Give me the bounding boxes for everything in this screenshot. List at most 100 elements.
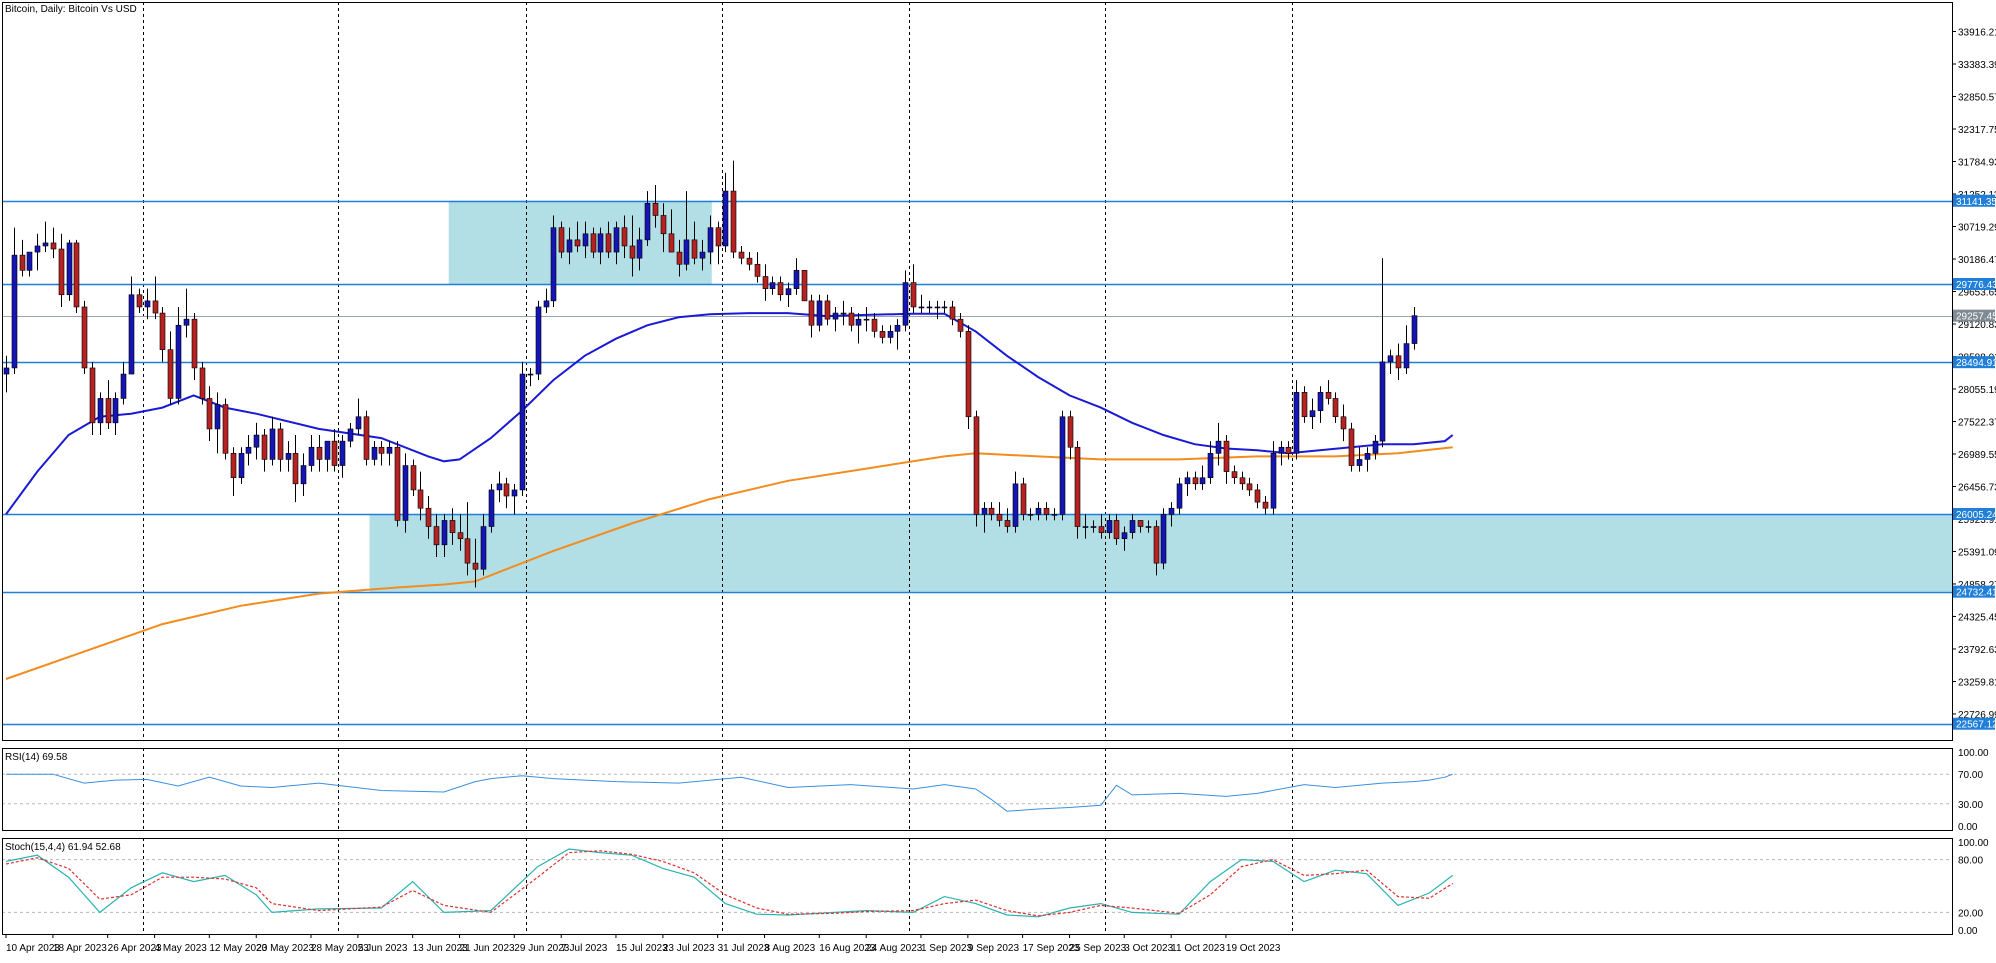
candle-body (230, 453, 237, 479)
panel-border (2, 838, 1953, 935)
candle-body (66, 242, 73, 296)
candle-body (1215, 440, 1222, 454)
x-tick-label: 20 May 2023 (256, 943, 314, 954)
candle-body (1246, 483, 1253, 491)
candle-body (457, 532, 464, 540)
level-price-tag (1953, 717, 1995, 730)
candle-body (1395, 355, 1402, 369)
candle-body (660, 215, 667, 235)
candle-body (1012, 483, 1019, 527)
candle-body (636, 239, 643, 259)
candle-body (558, 227, 565, 253)
candle-body (840, 312, 847, 315)
candle-body (292, 453, 299, 485)
candle-body (378, 446, 385, 454)
candle-body (1231, 471, 1238, 479)
candle-body (324, 440, 331, 460)
candles (3, 160, 1418, 588)
candle-body (824, 300, 831, 320)
candle-body (1059, 416, 1066, 515)
candle-body (894, 324, 901, 332)
candle-body (73, 242, 80, 308)
candle-body (34, 245, 41, 253)
candle-body (371, 446, 378, 460)
x-tick-label: 11 Oct 2023 (1171, 943, 1225, 954)
candle-body (433, 526, 440, 546)
y-tick-label: 22726.99 (1958, 710, 1996, 721)
candle-body (214, 404, 221, 430)
candle-body (503, 483, 510, 497)
candle-body (1309, 410, 1316, 418)
candle-body (949, 306, 956, 320)
candle-body (1090, 526, 1097, 528)
y-tick-label: 23792.63 (1958, 645, 1996, 656)
candle-body (1067, 416, 1074, 448)
candle-body (199, 367, 206, 399)
candle-body (613, 227, 620, 253)
y-tick-label: 25391.09 (1958, 547, 1996, 558)
candle-body (386, 446, 393, 454)
candle-body (957, 318, 964, 332)
x-tick-label: 15 Jul 2023 (616, 943, 668, 954)
candle-body (801, 270, 808, 302)
candle-body (363, 416, 370, 460)
candle-body (965, 331, 972, 418)
candle-body (300, 465, 307, 485)
candle-body (105, 398, 112, 424)
candle-body (1403, 343, 1410, 369)
candle-body (144, 300, 151, 308)
candle-body (652, 202, 659, 216)
candle-body (1004, 520, 1011, 527)
candle-body (1317, 392, 1324, 411)
candle-body (253, 434, 260, 448)
current-price-label: 29257.45 (1956, 312, 1996, 323)
candle-body (449, 520, 456, 533)
candle-body (550, 227, 557, 302)
stochastic-panel: Stoch(15,4,4) 61.94 52.68 (2, 842, 1952, 918)
y-tick-label: 28055.19 (1958, 385, 1996, 396)
y-tick-label: 27522.37 (1958, 417, 1996, 428)
candle-body (769, 282, 776, 289)
x-tick-label: 28 May 2023 (311, 943, 369, 954)
y-tick-label: 31784.93 (1958, 157, 1996, 168)
candle-body (699, 251, 706, 259)
candle-body (480, 526, 487, 570)
stoch-y-tick-label: 80.00 (1958, 856, 1983, 867)
candle-body (519, 373, 526, 491)
level-price-label: 24732.41 (1956, 588, 1996, 599)
chart-header: Bitcoin, Daily: Bitcoin Vs USD (5, 4, 137, 15)
candle-body (582, 233, 589, 247)
stoch-main-line (5, 848, 1454, 918)
x-tick-label: 1 Sep 2023 (921, 943, 973, 954)
candle-body (676, 251, 683, 265)
level-price-tag (1953, 194, 1995, 207)
y-tick-label: 33916.21 (1958, 28, 1996, 39)
candle-body (527, 373, 534, 376)
y-tick-label: 30719.29 (1958, 222, 1996, 233)
candle-body (11, 254, 18, 369)
candle-body (738, 251, 745, 259)
candle-body (1411, 315, 1418, 344)
rsi-y-tick-label: 100.00 (1958, 748, 1989, 759)
x-tick-label: 5 Jun 2023 (358, 943, 408, 954)
candle-body (879, 331, 886, 338)
candle-body (97, 398, 104, 424)
candle-body (691, 239, 698, 259)
y-tick-label: 24858.27 (1958, 580, 1996, 591)
candle-body (1285, 446, 1292, 454)
y-tick-label: 33383.39 (1958, 60, 1996, 71)
candle-body (58, 248, 65, 296)
candle-body (1043, 507, 1050, 515)
candle-body (472, 562, 479, 570)
candle-body (464, 538, 471, 564)
candle-body (159, 312, 166, 350)
candle-body (261, 434, 268, 460)
rsi-title: RSI(14) 69.58 (5, 752, 68, 763)
candle-body (1293, 392, 1300, 454)
x-tick-label: 21 Jun 2023 (460, 943, 515, 954)
candle-body (136, 294, 143, 308)
level-price-label: 31141.35 (1956, 197, 1996, 208)
candle-body (1137, 520, 1144, 527)
y-tick-label: 29120.83 (1958, 320, 1996, 331)
